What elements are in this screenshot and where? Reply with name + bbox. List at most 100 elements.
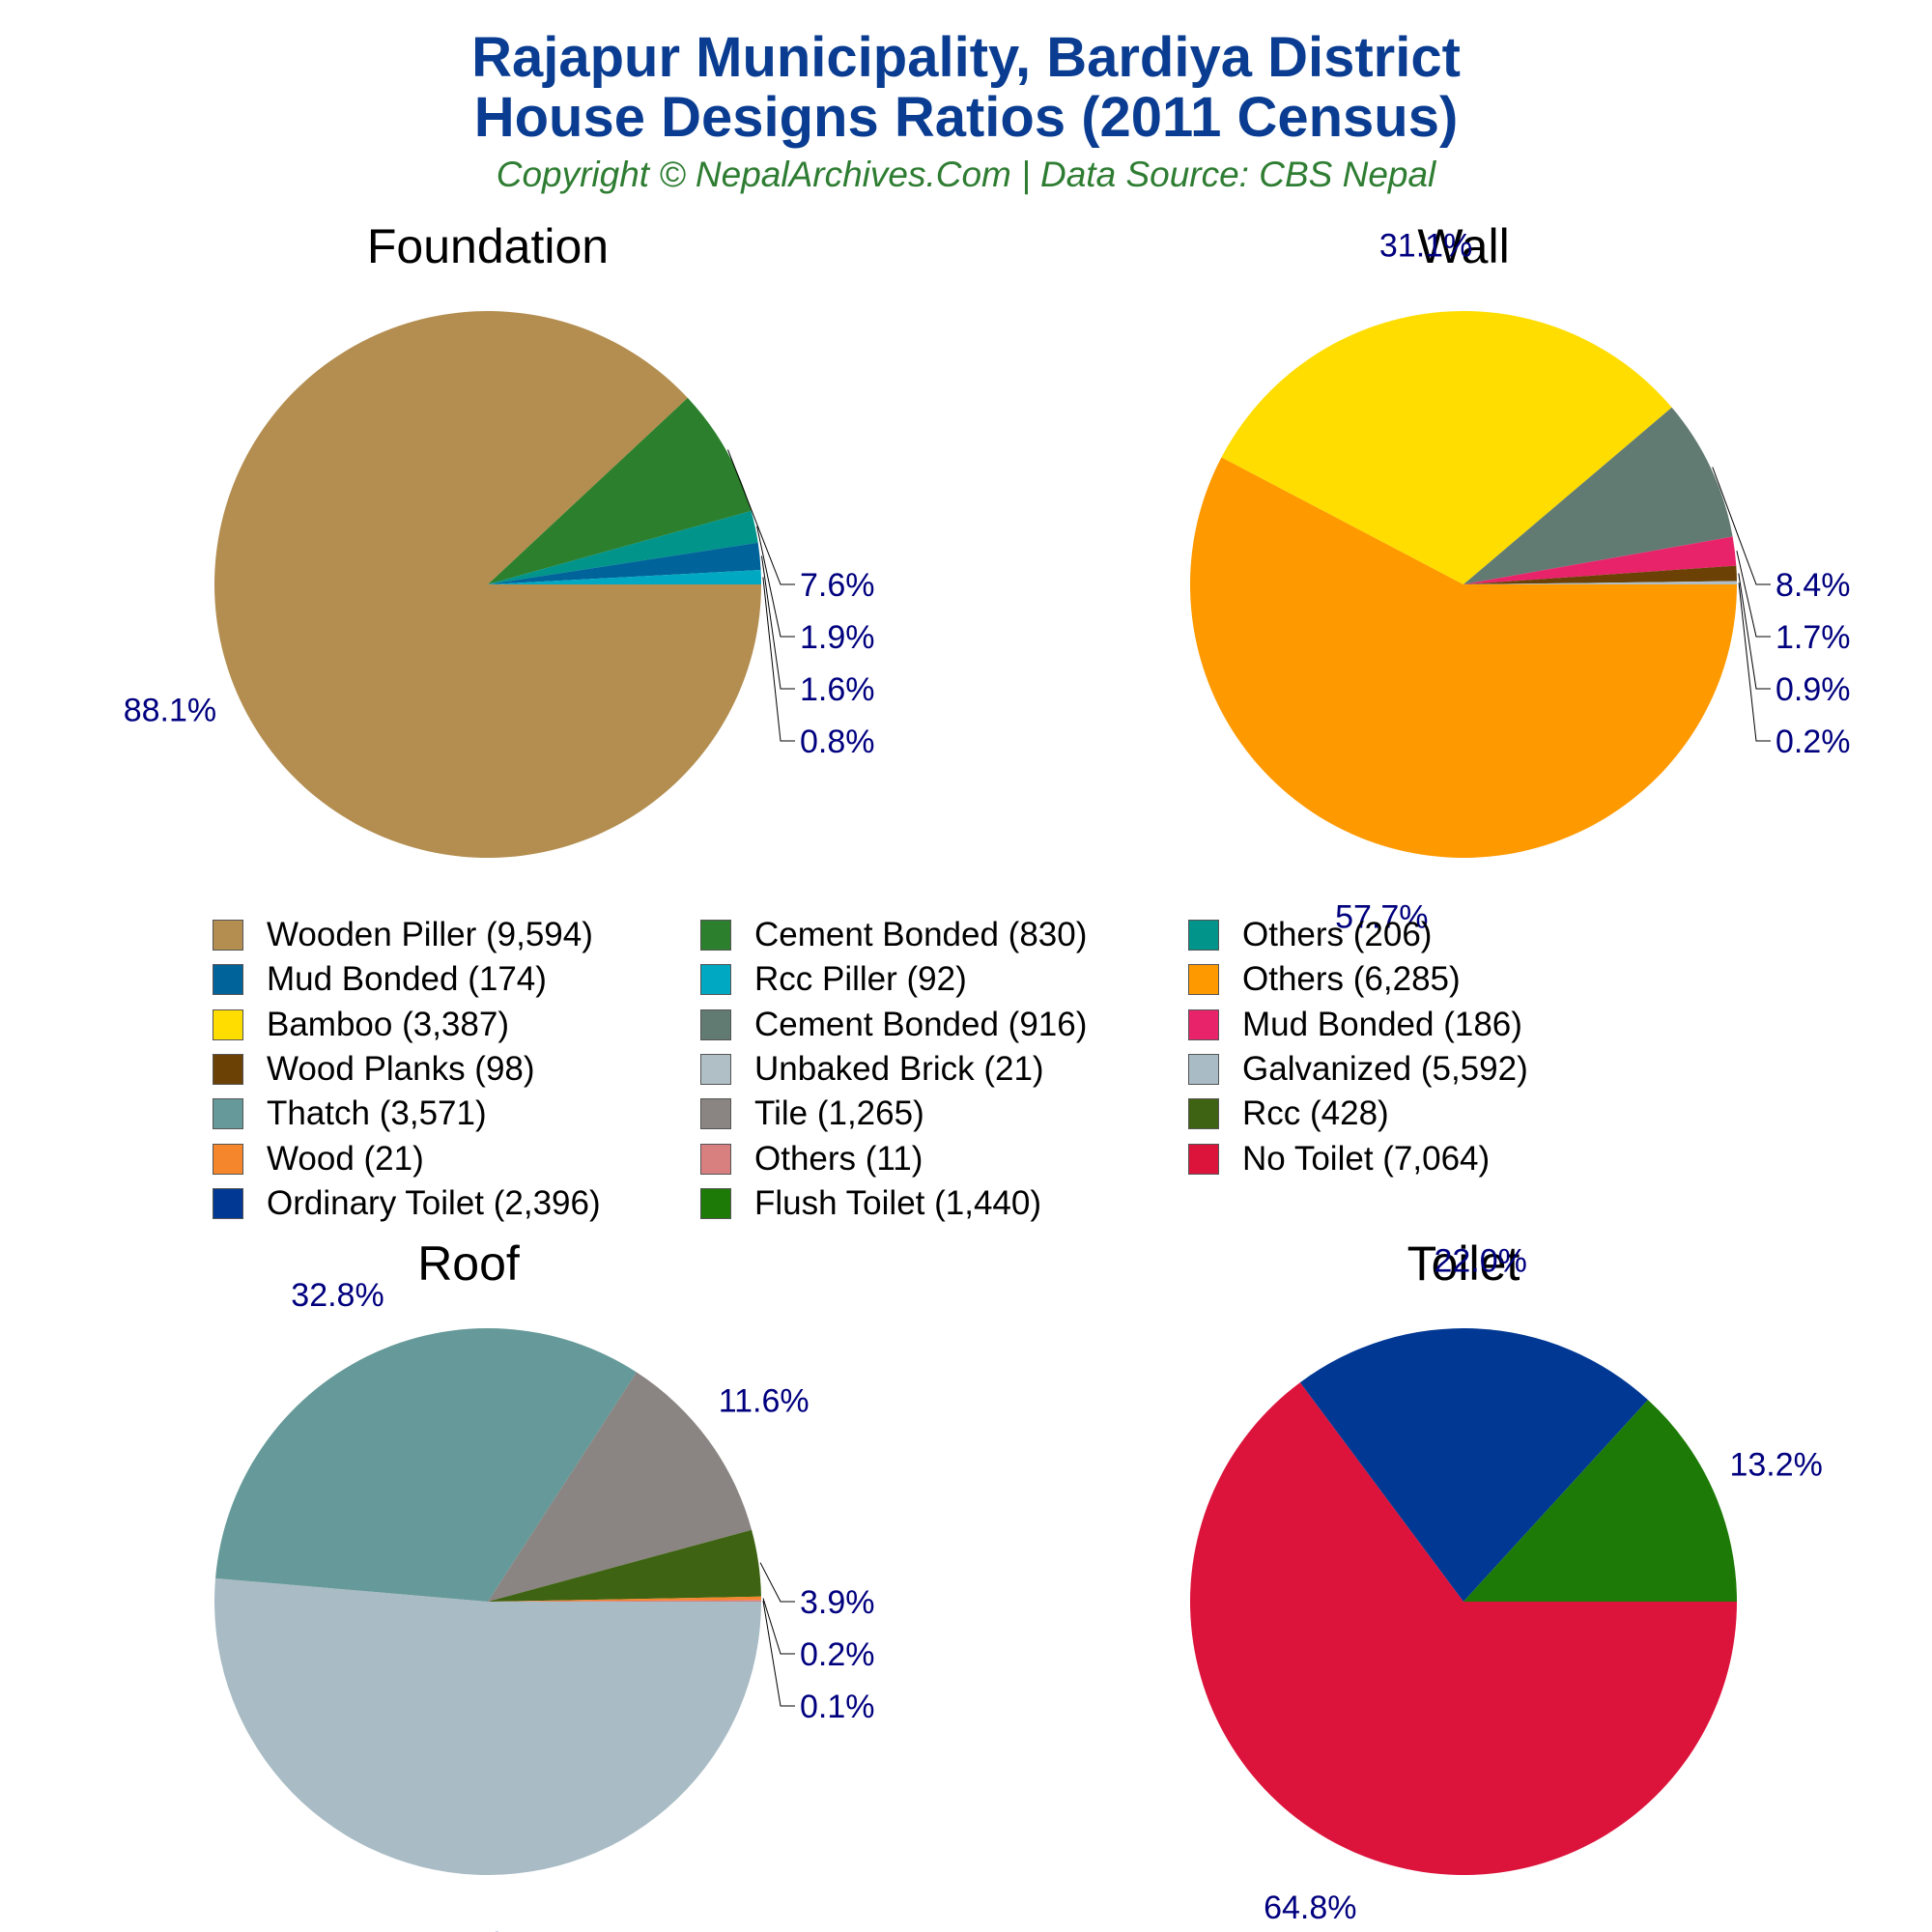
chart-title-line-2: House Designs Ratios (2011 Census) bbox=[473, 86, 1459, 149]
legend-label: Wood (21) bbox=[267, 1139, 424, 1178]
pie-label-toilet-no-toilet: 64.8% bbox=[1264, 1889, 1356, 1926]
legend-label: Bamboo (3,387) bbox=[267, 1005, 509, 1043]
legend-item-flush-toilet-1-440: Flush Toilet (1,440) bbox=[700, 1181, 1041, 1226]
legend-label: Rcc (428) bbox=[1242, 1094, 1389, 1133]
legend-item-others-6-285: Others (6,285) bbox=[1188, 957, 1461, 1002]
legend-label: Wood Planks (98) bbox=[267, 1049, 535, 1088]
legend-swatch bbox=[213, 1053, 243, 1085]
legend-swatch bbox=[1188, 1143, 1219, 1175]
legend-item-bamboo-3-387: Bamboo (3,387) bbox=[213, 1003, 509, 1047]
legend-swatch bbox=[1188, 1053, 1219, 1085]
legend-swatch bbox=[700, 1143, 731, 1175]
pie-title-toilet: Toilet bbox=[1407, 1236, 1520, 1291]
legend-label: Thatch (3,571) bbox=[267, 1094, 487, 1133]
legend-item-ordinary-toilet-2-396: Ordinary Toilet (2,396) bbox=[213, 1181, 601, 1226]
legend-swatch bbox=[700, 1009, 731, 1040]
pie-slice-wall-mud-bonded bbox=[1463, 536, 1737, 584]
pie-label-roof-others: 0.1% bbox=[800, 1689, 875, 1725]
pie-slice-roof-wood bbox=[488, 1596, 761, 1602]
legend-swatch bbox=[700, 1053, 731, 1085]
pie-slice-roof-others bbox=[488, 1600, 761, 1602]
leader-line-roof-wood bbox=[762, 1598, 795, 1655]
legend-item-cement-bonded-830: Cement Bonded (830) bbox=[700, 913, 1087, 957]
legend-item-wooden-piller-9-594: Wooden Piller (9,594) bbox=[213, 913, 593, 957]
chart-subtitle: Copyright © NepalArchives.Com | Data Sou… bbox=[496, 155, 1436, 194]
pie-slice-foundation-mud-bonded bbox=[488, 542, 761, 584]
legend-item-rcc-piller-92: Rcc Piller (92) bbox=[700, 957, 967, 1002]
legend-label: Wooden Piller (9,594) bbox=[267, 916, 593, 953]
pie-slice-toilet-ordinary-toilet bbox=[1299, 1328, 1648, 1602]
pie-label-roof-wood: 0.2% bbox=[800, 1636, 875, 1673]
legend-label: Others (206) bbox=[1242, 916, 1433, 953]
pie-label-wall-cement-bonded: 8.4% bbox=[1776, 567, 1851, 604]
legend-swatch bbox=[700, 964, 731, 996]
legend-swatch bbox=[213, 920, 243, 951]
legend-item-tile-1-265: Tile (1,265) bbox=[700, 1092, 924, 1136]
legend-label: Mud Bonded (174) bbox=[267, 960, 547, 999]
pie-label-roof-thatch: 32.8% bbox=[291, 1277, 384, 1314]
legend-item-wood-planks-98: Wood Planks (98) bbox=[213, 1047, 535, 1092]
legend-item-mud-bonded-186: Mud Bonded (186) bbox=[1188, 1003, 1522, 1047]
pie-title-wall: Wall bbox=[1417, 219, 1509, 273]
pie-slice-foundation-rcc-piller bbox=[488, 569, 761, 584]
leader-line-foundation-others bbox=[756, 526, 795, 638]
pie-slice-roof-rcc bbox=[488, 1529, 761, 1602]
legend-swatch bbox=[213, 964, 243, 996]
legend-swatch bbox=[700, 1187, 731, 1219]
legend-item-rcc-428: Rcc (428) bbox=[1188, 1092, 1389, 1136]
legend-item-no-toilet-7-064: No Toilet (7,064) bbox=[1188, 1137, 1490, 1181]
legend-label: Cement Bonded (830) bbox=[754, 916, 1088, 953]
legend-label: Others (11) bbox=[754, 1139, 923, 1178]
pie-slice-wall-unbaked-brick bbox=[1463, 581, 1738, 584]
legend-swatch bbox=[213, 1098, 243, 1130]
legend-swatch bbox=[213, 1143, 243, 1175]
legend-swatch bbox=[213, 1187, 243, 1219]
legend-label: Rcc Piller (92) bbox=[754, 960, 967, 999]
leader-line-wall-unbaked-brick bbox=[1738, 582, 1771, 742]
pie-label-toilet-flush-toilet: 13.2% bbox=[1729, 1446, 1822, 1483]
pie-label-wall-wood-planks: 0.9% bbox=[1776, 671, 1851, 708]
pie-label-foundation-wooden-piller: 88.1% bbox=[124, 693, 216, 729]
leader-line-foundation-mud-bonded bbox=[761, 555, 795, 690]
legend-label: Flush Toilet (1,440) bbox=[754, 1183, 1042, 1222]
pie-slice-roof-tile bbox=[488, 1372, 753, 1602]
leader-line-foundation-cement-bonded bbox=[727, 449, 795, 585]
legend-swatch bbox=[700, 1098, 731, 1130]
legend-label: Cement Bonded (916) bbox=[754, 1005, 1088, 1043]
legend-label: Tile (1,265) bbox=[754, 1094, 924, 1133]
legend-item-mud-bonded-174: Mud Bonded (174) bbox=[213, 957, 547, 1002]
pie-label-foundation-mud-bonded: 1.6% bbox=[800, 671, 875, 708]
leader-line-foundation-rcc-piller bbox=[762, 577, 795, 742]
pie-label-roof-tile: 11.6% bbox=[719, 1383, 810, 1420]
legend-item-others-206: Others (206) bbox=[1188, 913, 1432, 957]
leader-line-roof-rcc bbox=[759, 1562, 795, 1603]
legend-label: Mud Bonded (186) bbox=[1242, 1005, 1522, 1043]
chart-title-line-1: Rajapur Municipality, Bardiya District bbox=[471, 26, 1461, 89]
legend-swatch bbox=[700, 920, 731, 951]
pie-label-foundation-cement-bonded: 7.6% bbox=[800, 567, 875, 604]
legend-label: Ordinary Toilet (2,396) bbox=[267, 1183, 601, 1222]
pie-label-wall-mud-bonded: 1.7% bbox=[1776, 619, 1851, 656]
legend-label: No Toilet (7,064) bbox=[1242, 1139, 1491, 1178]
legend-item-thatch-3-571: Thatch (3,571) bbox=[213, 1092, 487, 1136]
legend-swatch bbox=[1188, 964, 1219, 996]
pie-slice-wall-bamboo bbox=[1221, 310, 1672, 584]
pie-title-roof: Roof bbox=[417, 1236, 520, 1291]
pie-slice-roof-galvanized bbox=[213, 1577, 762, 1875]
pie-slice-wall-cement-bonded bbox=[1463, 407, 1733, 584]
legend-item-galvanized-5-592: Galvanized (5,592) bbox=[1188, 1047, 1528, 1092]
pie-label-roof-rcc: 3.9% bbox=[800, 1584, 875, 1621]
pie-slice-wall-wood-planks bbox=[1463, 565, 1737, 584]
pie-label-foundation-rcc-piller: 0.8% bbox=[800, 724, 875, 760]
leader-line-wall-wood-planks bbox=[1738, 573, 1771, 690]
legend-swatch bbox=[1188, 1098, 1219, 1130]
pie-slice-foundation-cement-bonded bbox=[488, 397, 752, 584]
legend-label: Others (6,285) bbox=[1242, 960, 1461, 999]
pie-title-foundation: Foundation bbox=[367, 219, 609, 273]
leader-line-roof-others bbox=[762, 1601, 795, 1707]
legend-item-cement-bonded-916: Cement Bonded (916) bbox=[700, 1003, 1087, 1047]
legend-item-others-11: Others (11) bbox=[700, 1137, 923, 1181]
legend-swatch bbox=[213, 1009, 243, 1040]
legend-item-unbaked-brick-21: Unbaked Brick (21) bbox=[700, 1047, 1044, 1092]
pie-label-foundation-others: 1.9% bbox=[800, 619, 875, 656]
